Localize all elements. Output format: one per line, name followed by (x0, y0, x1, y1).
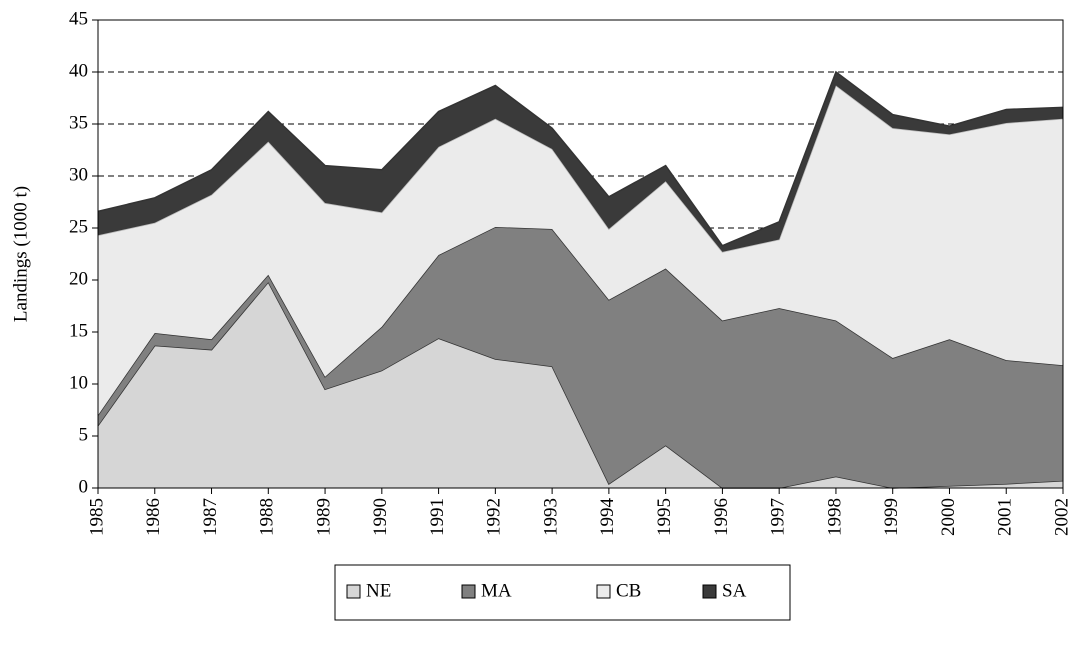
plot-border (97, 19, 1064, 489)
x-tick-label: 1987 (200, 498, 221, 536)
x-tick-label: 1996 (711, 498, 732, 536)
legend-label: NE (366, 580, 391, 601)
area-fill (98, 72, 1063, 252)
legend-swatch (702, 584, 717, 599)
area-fill (98, 85, 1063, 416)
y-tick-label: 25 (69, 216, 88, 237)
x-tick-label: 1991 (427, 498, 448, 536)
x-tick-label: 1988 (257, 498, 278, 536)
x-tick-label: 1985 (86, 498, 107, 536)
x-tick-label: 1998 (824, 498, 845, 536)
legend-swatch (596, 584, 611, 599)
area-fill (98, 226, 1063, 488)
x-tick-label: 1999 (881, 498, 902, 536)
legend-label: SA (722, 580, 747, 601)
area-line (97, 70, 1064, 247)
x-tick-label: 1993 (540, 498, 561, 536)
y-tick-label: 0 (79, 476, 89, 497)
y-tick-label: 10 (69, 372, 88, 393)
y-tick-label: 45 (69, 8, 88, 29)
x-tick-label: 2002 (1051, 498, 1072, 536)
x-tick-label: 1989 (313, 498, 334, 536)
x-tick-label: 2000 (938, 498, 959, 536)
y-tick-label: 15 (69, 320, 88, 341)
area-fill (98, 282, 1063, 488)
y-tick-label: 40 (69, 60, 88, 81)
x-tick-label: 1992 (484, 498, 505, 536)
y-tick-label: 35 (69, 112, 88, 133)
x-tick-label: 1995 (654, 498, 675, 536)
legend-label: CB (616, 580, 641, 601)
legend-swatch (461, 584, 476, 599)
x-tick-label: 1994 (597, 498, 618, 537)
x-tick-label: 1997 (768, 498, 789, 536)
y-tick-label: 20 (69, 268, 88, 289)
legend-swatch (346, 584, 361, 599)
legend-label: MA (481, 580, 512, 601)
y-tick-label: 30 (69, 164, 88, 185)
x-tick-label: 1990 (370, 498, 391, 536)
y-axis-label: Landings (1000 t) (10, 186, 31, 322)
x-tick-label: 2001 (995, 498, 1016, 536)
y-tick-label: 5 (79, 424, 89, 445)
x-tick-label: 1986 (143, 498, 164, 536)
